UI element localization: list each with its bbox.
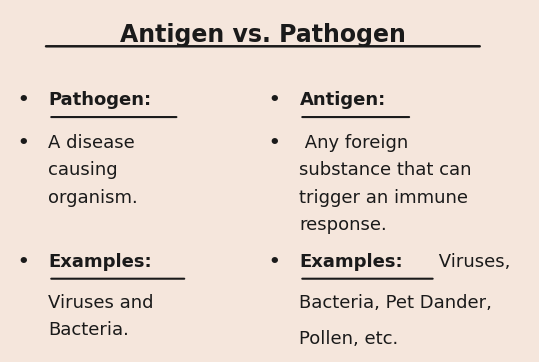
Text: •: • [268,91,280,109]
Text: •: • [268,134,280,152]
Text: Antigen vs. Pathogen: Antigen vs. Pathogen [120,23,406,47]
Text: Antigen:: Antigen: [300,91,386,109]
Text: •: • [268,253,280,271]
Text: A disease
causing
organism.: A disease causing organism. [49,134,138,206]
Text: Pollen, etc.: Pollen, etc. [300,330,399,348]
Text: Examples:: Examples: [300,253,403,271]
Text: •: • [17,91,29,109]
Text: Bacteria, Pet Dander,: Bacteria, Pet Dander, [300,294,492,312]
Text: Viruses,: Viruses, [433,253,510,271]
Text: Examples:: Examples: [49,253,152,271]
Text: Viruses and
Bacteria.: Viruses and Bacteria. [49,294,154,339]
Text: Any foreign
substance that can
trigger an immune
response.: Any foreign substance that can trigger a… [300,134,472,233]
Text: •: • [17,253,29,271]
Text: •: • [17,134,29,152]
Text: Pathogen:: Pathogen: [49,91,151,109]
